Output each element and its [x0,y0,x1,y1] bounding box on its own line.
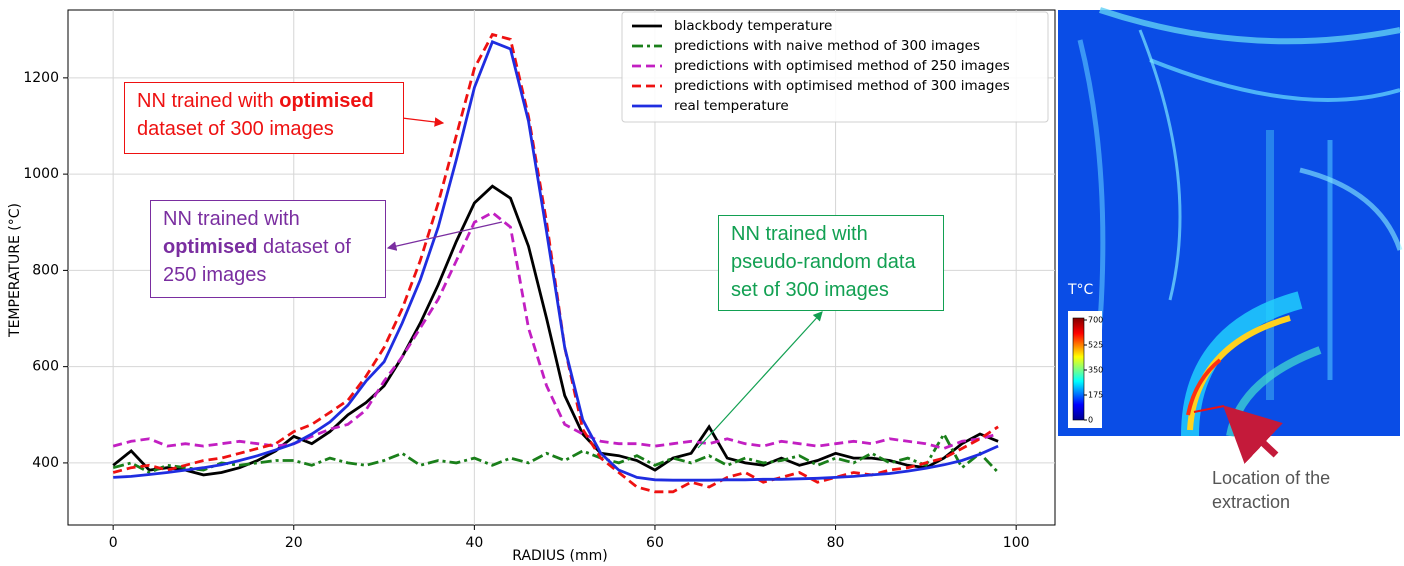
x-tick-label: 80 [827,535,845,551]
caption: Location of the extraction [1212,468,1331,512]
series-line [112,210,999,450]
annotation-arrow [386,221,503,251]
colorbar-tick-label: 700 [1088,316,1103,325]
legend-label: predictions with naive method of 300 ima… [674,38,980,54]
colorbar-tick-label: 525 [1088,341,1103,350]
x-axis-label: RADIUS (mm) [512,548,607,564]
x-tick-label: 20 [285,535,303,551]
x-tick-label: 60 [646,535,664,551]
y-tick-label: 1000 [23,166,59,182]
annotation-arrow [697,311,823,449]
x-tick-label: 0 [109,535,118,551]
plot-frame [67,9,1056,526]
colorbar-label: T°C [1067,282,1094,298]
colorbar-tick-label: 0 [1088,416,1093,425]
colorbar-tick-label: 350 [1088,366,1103,375]
x-tick-label: 40 [465,535,483,551]
series-line [113,39,999,482]
x-tick-label: 100 [1003,535,1030,551]
legend-label: blackbody temperature [674,18,832,34]
annotation: NN trained with optimised dataset of 300… [124,82,404,154]
series-line [112,184,999,477]
y-tick-label: 800 [32,262,59,278]
y-tick-label: 600 [32,359,59,375]
annotation: NN trained with optimised dataset of 250… [150,200,386,298]
series-line [112,431,1000,475]
y-axis-label: TEMPERATURE (°C) [7,203,23,338]
legend-label: predictions with optimised method of 250… [674,58,1010,74]
y-tick-label: 400 [32,455,59,471]
y-tick-label: 1200 [23,70,59,86]
inset-image [1058,7,1403,464]
legend-label: predictions with optimised method of 300… [674,78,1010,94]
legend-label: real temperature [674,98,789,114]
colorbar-tick-label: 175 [1088,391,1103,400]
legend-box [621,11,1049,123]
annotation-arrow [401,117,445,127]
annotation: NN trained with pseudo-random data set o… [718,215,944,311]
